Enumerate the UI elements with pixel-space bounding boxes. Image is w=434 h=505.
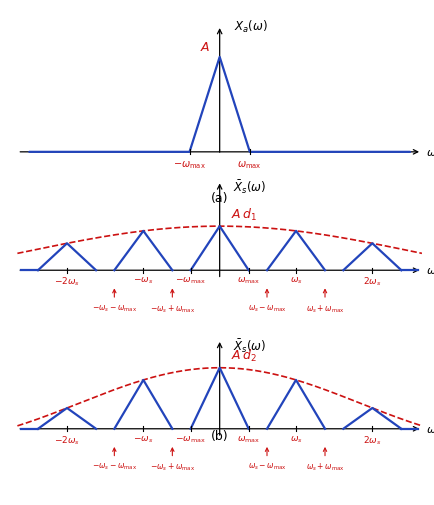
Text: $-\omega_{\mathrm{max}}$: $-\omega_{\mathrm{max}}$ xyxy=(175,433,206,443)
Text: $A\,d_1$: $A\,d_1$ xyxy=(230,207,256,223)
Text: $A\,d_2$: $A\,d_2$ xyxy=(230,348,256,364)
Text: $2\omega_s$: $2\omega_s$ xyxy=(362,433,381,445)
Text: $A$: $A$ xyxy=(200,41,210,54)
Text: $\omega_s+\omega_{\mathrm{max}}$: $\omega_s+\omega_{\mathrm{max}}$ xyxy=(305,303,344,314)
Text: $\omega_s-\omega_{\mathrm{max}}$: $\omega_s-\omega_{\mathrm{max}}$ xyxy=(247,461,286,472)
Text: $\bar{X}_s(\omega)$: $\bar{X}_s(\omega)$ xyxy=(233,178,266,196)
Text: $-2\omega_s$: $-2\omega_s$ xyxy=(54,275,80,287)
Text: $X_a(\omega)$: $X_a(\omega)$ xyxy=(233,19,267,35)
Text: $\omega_s$: $\omega_s$ xyxy=(289,275,302,285)
Text: $\bar{X}_s(\omega)$: $\bar{X}_s(\omega)$ xyxy=(233,336,266,354)
Text: $-2\omega_s$: $-2\omega_s$ xyxy=(54,433,80,445)
Text: (a): (a) xyxy=(210,192,228,205)
Text: $\omega_s$: $\omega_s$ xyxy=(289,433,302,443)
Text: $-\omega_s-\omega_{\mathrm{max}}$: $-\omega_s-\omega_{\mathrm{max}}$ xyxy=(92,303,137,313)
Text: $\omega_s-\omega_{\mathrm{max}}$: $\omega_s-\omega_{\mathrm{max}}$ xyxy=(247,303,286,313)
Text: $-\omega_{\mathrm{max}}$: $-\omega_{\mathrm{max}}$ xyxy=(173,159,206,171)
Text: $\omega$: $\omega$ xyxy=(425,147,434,158)
Text: $-\omega_s$: $-\omega_s$ xyxy=(133,433,153,443)
Text: (b): (b) xyxy=(210,429,228,442)
Text: $\omega_{\mathrm{max}}$: $\omega_{\mathrm{max}}$ xyxy=(237,275,260,285)
Text: $-\omega_s$: $-\omega_s$ xyxy=(133,275,153,285)
Text: $\omega_{\mathrm{max}}$: $\omega_{\mathrm{max}}$ xyxy=(237,159,262,171)
Text: $-\omega_s+\omega_{\mathrm{max}}$: $-\omega_s+\omega_{\mathrm{max}}$ xyxy=(149,303,194,314)
Text: $\omega$: $\omega$ xyxy=(425,424,434,434)
Text: $-\omega_s+\omega_{\mathrm{max}}$: $-\omega_s+\omega_{\mathrm{max}}$ xyxy=(149,461,194,473)
Text: $\omega_{\mathrm{max}}$: $\omega_{\mathrm{max}}$ xyxy=(237,433,260,443)
Text: $-\omega_{\mathrm{max}}$: $-\omega_{\mathrm{max}}$ xyxy=(175,275,206,285)
Text: $\omega_s+\omega_{\mathrm{max}}$: $\omega_s+\omega_{\mathrm{max}}$ xyxy=(305,461,344,473)
Text: $\omega$: $\omega$ xyxy=(425,266,434,276)
Text: $2\omega_s$: $2\omega_s$ xyxy=(362,275,381,287)
Text: $-\omega_s-\omega_{\mathrm{max}}$: $-\omega_s-\omega_{\mathrm{max}}$ xyxy=(92,461,137,472)
